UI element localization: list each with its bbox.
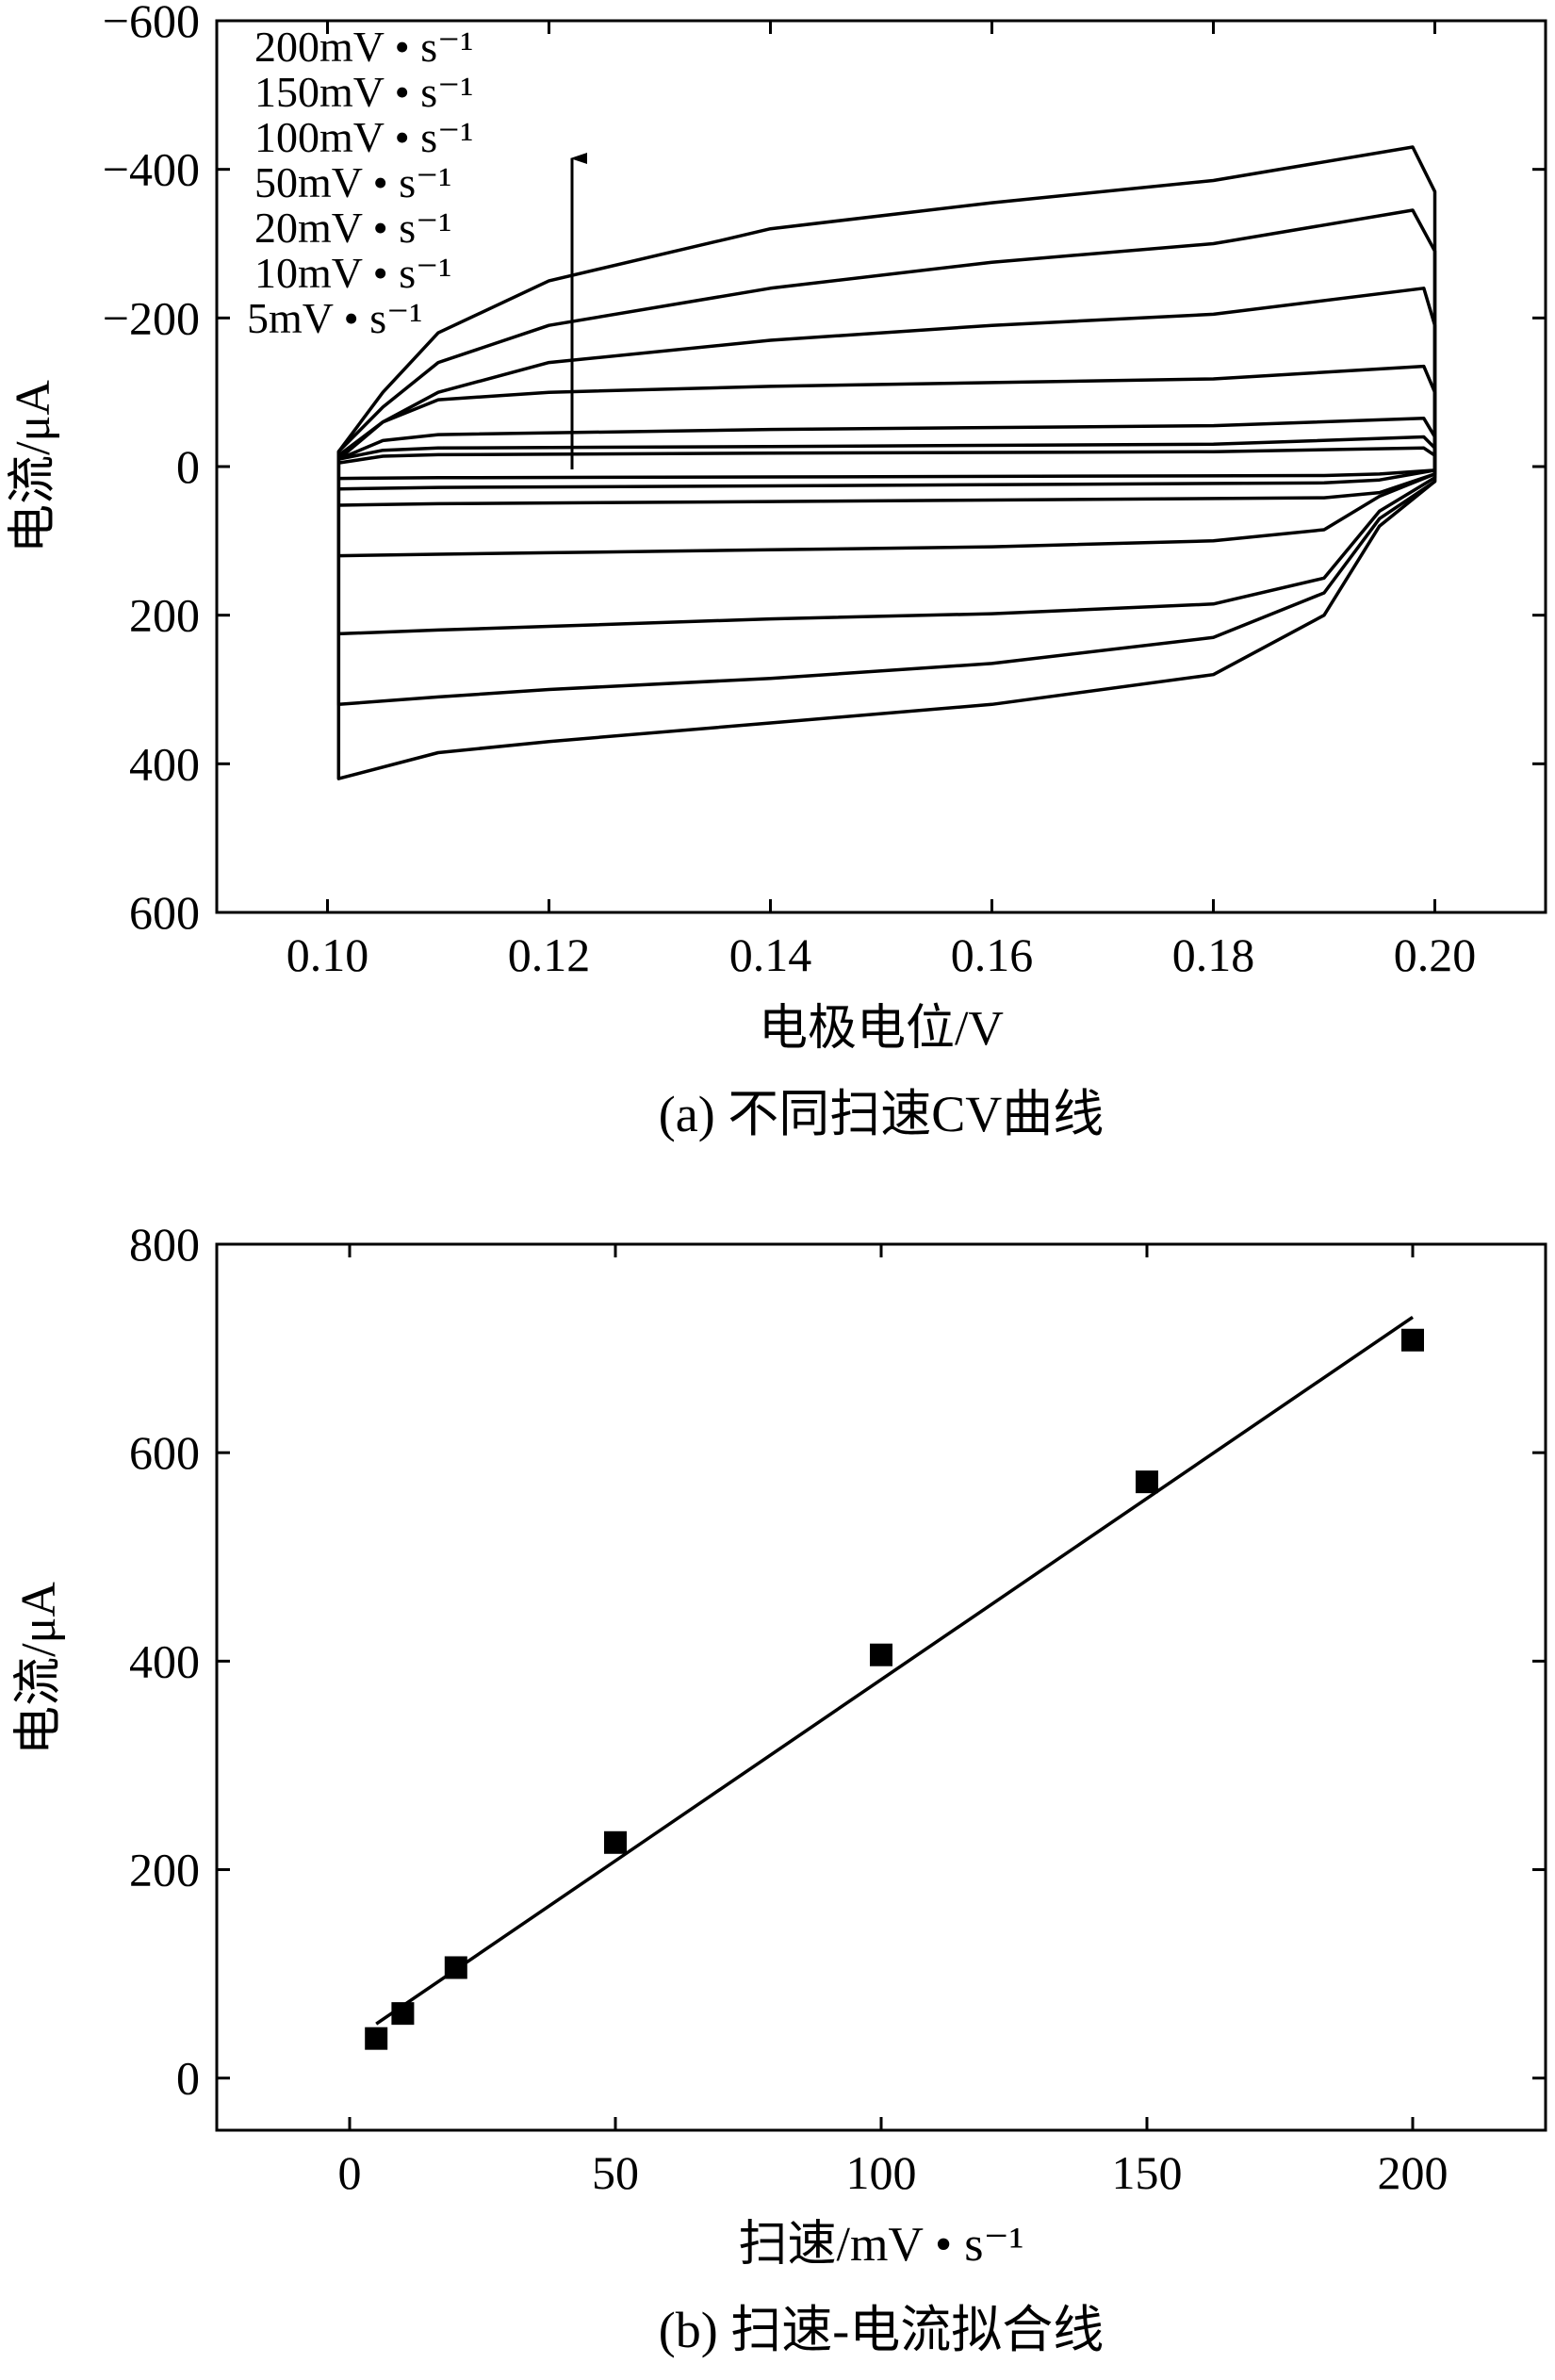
y-tick-label: 800 xyxy=(129,1218,200,1271)
cv-curve xyxy=(336,145,1437,780)
fit-line xyxy=(375,1315,1414,2026)
data-point xyxy=(391,2002,415,2026)
x-tick-label: 0.10 xyxy=(286,928,369,981)
x-axis-label: 电极电位/V xyxy=(759,1002,1004,1056)
cv-curve xyxy=(336,364,1437,558)
y-axis-label: 电流/μA xyxy=(7,380,60,553)
x-tick-label: 150 xyxy=(1112,2146,1183,2199)
x-tick-label: 50 xyxy=(592,2146,639,2199)
axis-ticks: 0 50 100 150 200 0 200 400 600 800 xyxy=(129,1218,1546,2199)
x-tick-label: 0.20 xyxy=(1394,928,1477,981)
x-axis-label: 扫速/mV • s⁻¹ xyxy=(739,2218,1024,2272)
x-tick-label: 0 xyxy=(338,2146,362,2199)
legend-entry: 10mV • s⁻¹ xyxy=(254,249,451,297)
y-axis-label: 电流/μA xyxy=(12,1582,66,1755)
legend-entry: 5mV • s⁻¹ xyxy=(247,294,422,342)
axis-ticks: 0.10 0.12 0.14 0.16 0.18 0.20 −600 −400 −200 0 200… xyxy=(103,0,1546,981)
x-tick-label: 0.16 xyxy=(951,928,1034,981)
legend-entry: 50mV • s⁻¹ xyxy=(254,158,451,206)
y-tick-label: 600 xyxy=(129,886,200,939)
y-tick-label: 200 xyxy=(129,1844,200,1896)
data-point xyxy=(1401,1328,1424,1352)
data-point xyxy=(365,2027,388,2050)
y-tick-label: −200 xyxy=(103,291,200,344)
y-tick-label: 400 xyxy=(129,737,200,790)
legend-entry: 200mV • s⁻¹ xyxy=(254,23,473,71)
y-tick-label: −400 xyxy=(103,143,200,196)
data-point xyxy=(870,1643,892,1666)
legend-entry: 100mV • s⁻¹ xyxy=(254,113,473,161)
x-tick-label: 0.14 xyxy=(729,928,812,981)
y-tick-label: −600 xyxy=(103,0,200,47)
y-tick-label: 600 xyxy=(129,1426,200,1479)
x-tick-label: 0.18 xyxy=(1172,928,1255,981)
x-tick-label: 200 xyxy=(1378,2146,1449,2199)
cv-curve xyxy=(336,417,1437,507)
y-tick-label: 400 xyxy=(129,1634,200,1687)
data-point xyxy=(1136,1470,1158,1494)
cv-curve xyxy=(336,208,1437,707)
caption-a: (a) 不同扫速CV曲线 xyxy=(659,1086,1104,1142)
data-point xyxy=(444,1956,467,1979)
cv-curve xyxy=(336,446,1437,481)
legend-entry: 150mV • s⁻¹ xyxy=(254,68,473,116)
cv-curve xyxy=(336,435,1437,491)
fit-line-chart: 0 50 100 150 200 0 200 400 600 800 扫速/mV • s⁻¹ 电流… xyxy=(12,1218,1547,2358)
data-point xyxy=(604,1830,627,1854)
x-tick-label: 100 xyxy=(846,2146,917,2199)
y-tick-label: 0 xyxy=(176,2052,200,2105)
x-tick-label: 0.12 xyxy=(508,928,591,981)
data-points xyxy=(365,1328,1424,2050)
legend-entry: 20mV • s⁻¹ xyxy=(254,204,451,252)
cv-curves-chart: 0.10 0.12 0.14 0.16 0.18 0.20 −600 −400 −200 0 200… xyxy=(7,0,1547,1142)
cv-curves xyxy=(336,145,1437,780)
y-tick-label: 200 xyxy=(129,589,200,642)
y-tick-label: 0 xyxy=(176,440,200,493)
cv-curve xyxy=(336,287,1437,636)
caption-b: (b) 扫速-电流拟合线 xyxy=(659,2302,1104,2358)
